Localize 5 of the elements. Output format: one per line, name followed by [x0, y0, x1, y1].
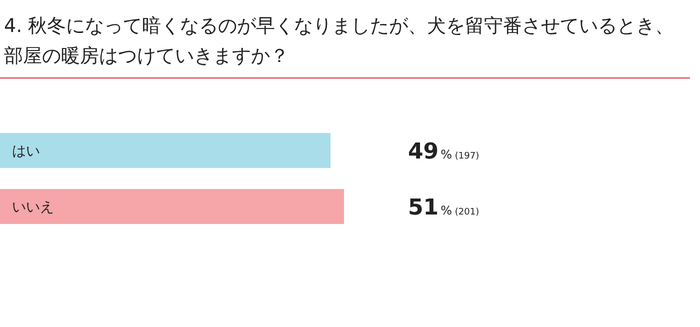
data-label: 49% (197)	[408, 140, 480, 164]
y-tick-label: はい	[12, 144, 40, 160]
title: 4. 秋冬になって暗くなるのが早くなりましたが、犬を留守番させているとき、部屋の暖房はつけていきますか？	[4, 15, 674, 67]
y-tick-label: いいえ	[12, 200, 54, 216]
data-label: 51% (201)	[408, 196, 480, 220]
